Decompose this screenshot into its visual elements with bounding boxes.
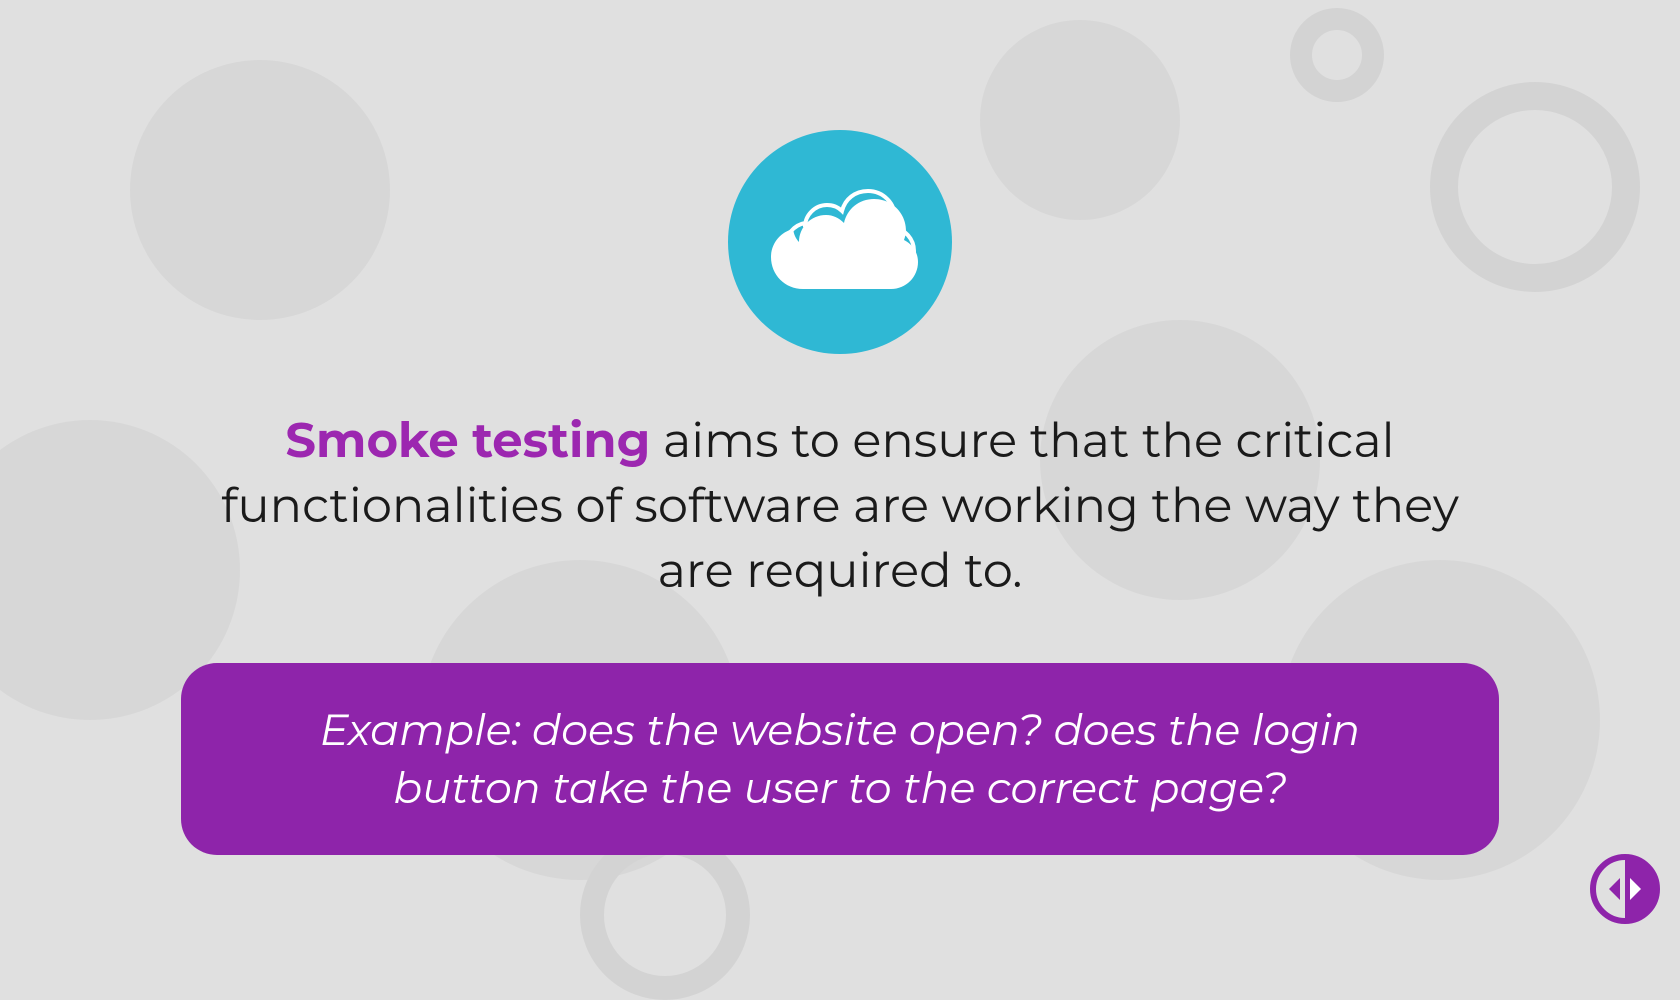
cloud-icon	[763, 187, 918, 297]
main-description: Smoke testing aims to ensure that the cr…	[210, 409, 1470, 603]
cloud-badge	[728, 130, 952, 354]
example-box: Example: does the website open? does the…	[181, 663, 1499, 855]
brand-logo-icon	[1590, 854, 1660, 924]
slide-content: Smoke testing aims to ensure that the cr…	[0, 0, 1680, 944]
example-text: Example: does the website open? does the…	[320, 703, 1361, 814]
highlight-term: Smoke testing	[285, 412, 650, 470]
